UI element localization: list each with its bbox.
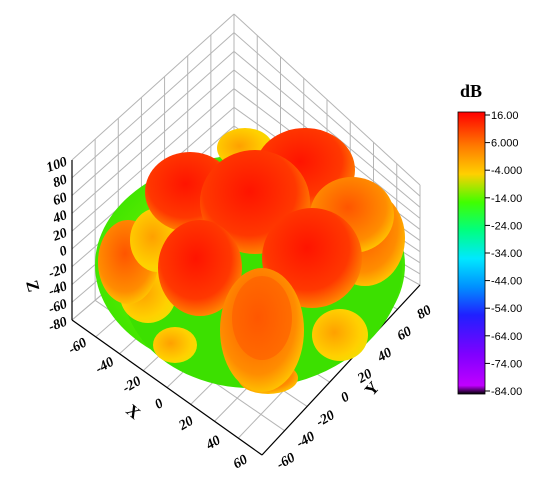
colorbar-tick-label: 16.00: [491, 110, 519, 122]
y-tick-label: 80: [415, 303, 435, 323]
z-tick-label: -80: [47, 315, 70, 335]
colorbar-tick-label: 6.000: [491, 138, 519, 150]
x-tick-label: -40: [93, 355, 117, 377]
y-tick-label: -60: [274, 450, 298, 472]
colorbar-gradient: [457, 111, 486, 395]
colorbar-tick-label: -14.00: [491, 193, 522, 205]
grid-line: [233, 13, 421, 186]
y-tick-label: 0: [339, 390, 353, 406]
z-tick-label: -40: [47, 279, 70, 299]
colorbar-tick-label: -64.00: [491, 331, 522, 343]
z-tick-label: 40: [50, 208, 69, 227]
y-tick-label: -20: [314, 408, 338, 430]
axis-frame: [71, 160, 421, 456]
lobe-mid-left: [158, 220, 242, 316]
z-tick-label: 0: [58, 244, 70, 260]
z-tick-label: 20: [50, 226, 69, 245]
grid-line: [71, 13, 235, 161]
grid-line: [71, 69, 235, 214]
y-tick-label: -40: [294, 429, 318, 451]
grid-line: [71, 32, 235, 179]
colorbar-tick-label: -4.000: [491, 165, 522, 177]
grid-line: [71, 50, 235, 196]
colorbar-tick-label: -54.00: [491, 303, 522, 315]
colorbar-tick-label: -74.00: [491, 358, 522, 370]
lobe-side-bottom-left: [153, 327, 197, 363]
x-axis-line: [71, 319, 263, 456]
x-axis-label: X: [122, 401, 144, 424]
colorbar-tick-label: -24.00: [491, 220, 522, 232]
y-tick-label: 20: [354, 367, 374, 387]
x-tick-label: 20: [176, 414, 196, 434]
grid-line: [233, 50, 421, 208]
colorbar-ticks: 16.00 6.000 -4.000 -14.00 -24.00 -34.00 -44.00…: [485, 110, 522, 398]
z-tick-label: 80: [51, 172, 69, 191]
x-tick-label: -20: [120, 374, 144, 396]
colorbar-tick-label: -84.00: [491, 386, 522, 398]
grid-line: [233, 32, 421, 197]
grid-line: [71, 88, 235, 232]
colorbar: dB 16.00 6.000 -4.000 -14.00 -24.00 -34.00 -44…: [457, 81, 522, 398]
y-tick-label: 40: [374, 345, 394, 365]
colorbar-title: dB: [460, 81, 482, 101]
colorbar-tick-label: -34.00: [491, 248, 522, 260]
colorbar-tick-label: -44.00: [491, 276, 522, 288]
lobe-bottom-core: [232, 276, 292, 360]
surface: [95, 128, 405, 394]
z-tick-label: 100: [45, 155, 70, 176]
x-tick-label: 60: [231, 452, 251, 472]
x-tick-label: 0: [152, 396, 166, 412]
z-axis-label: Z: [22, 278, 43, 294]
y-tick-label: 60: [395, 324, 415, 344]
x-tick-label: -60: [66, 335, 90, 357]
y-axis-line: [261, 284, 421, 456]
z-tick-label: -20: [47, 261, 70, 281]
x-tick-label: 40: [203, 433, 223, 453]
lobe-side-bottom-right: [312, 309, 368, 361]
z-tick-label: 60: [51, 190, 69, 209]
z-tick-label: -60: [47, 297, 70, 317]
